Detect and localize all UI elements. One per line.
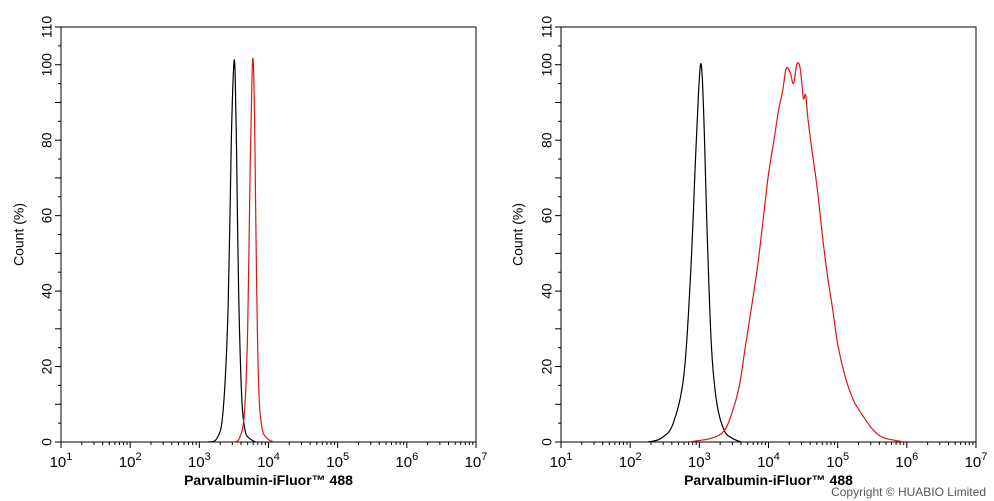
y-tick-label: 40 [539,283,555,299]
copyright-notice: Copyright © HUABIO Limited [831,485,986,499]
y-tick-label: 60 [39,208,55,224]
y-tick-label: 0 [539,438,555,446]
y-axis-label: Count (%) [510,203,526,266]
x-tick-label: 106 [895,451,918,471]
y-tick-label: 80 [39,132,55,148]
sample-histogram-line [232,57,275,443]
x-tick-label: 107 [465,451,488,471]
x-axis-label: Parvalbumin-iFluor™ 488 [184,472,353,488]
histogram-panel-right: 0 20 40 60 80 100 110 101 102 103 104 105 106 107 Parv… [510,16,988,488]
x-tick-label: 105 [326,451,349,471]
y-tick-label: 20 [539,359,555,375]
y-tick-label: 100 [539,53,555,77]
y-tick-label: 80 [539,132,555,148]
y-tick-label: 110 [539,16,555,39]
x-tick-label: 101 [550,451,573,471]
x-tick-label: 102 [119,451,142,471]
histogram-panel-left: 0 20 40 60 80 100 110 101 102 103 104 105 106 107 Parv… [11,16,488,488]
y-tick-label: 60 [539,208,555,224]
y-axis-label: Count (%) [11,203,27,266]
sample-histogram-line [688,62,904,443]
y-tick-label: 0 [39,438,55,446]
x-tick-label: 103 [188,451,211,471]
control-histogram-line [206,59,256,443]
y-tick-label: 20 [39,359,55,375]
x-tick-label: 104 [757,451,780,471]
y-tick-label: 110 [39,16,55,39]
plot-frame [560,26,977,443]
control-histogram-line [647,62,742,443]
x-tick-label: 101 [50,451,73,471]
x-tick-label: 103 [688,451,711,471]
x-axis-label: Parvalbumin-iFluor™ 488 [684,472,853,488]
x-tick-label: 102 [619,451,642,471]
plot-frame [60,26,477,443]
x-tick-label: 107 [965,451,988,471]
x-tick-label: 104 [257,451,280,471]
y-tick-label: 40 [39,283,55,299]
x-tick-label: 106 [395,451,418,471]
y-tick-label: 100 [39,53,55,77]
x-tick-label: 105 [826,451,849,471]
